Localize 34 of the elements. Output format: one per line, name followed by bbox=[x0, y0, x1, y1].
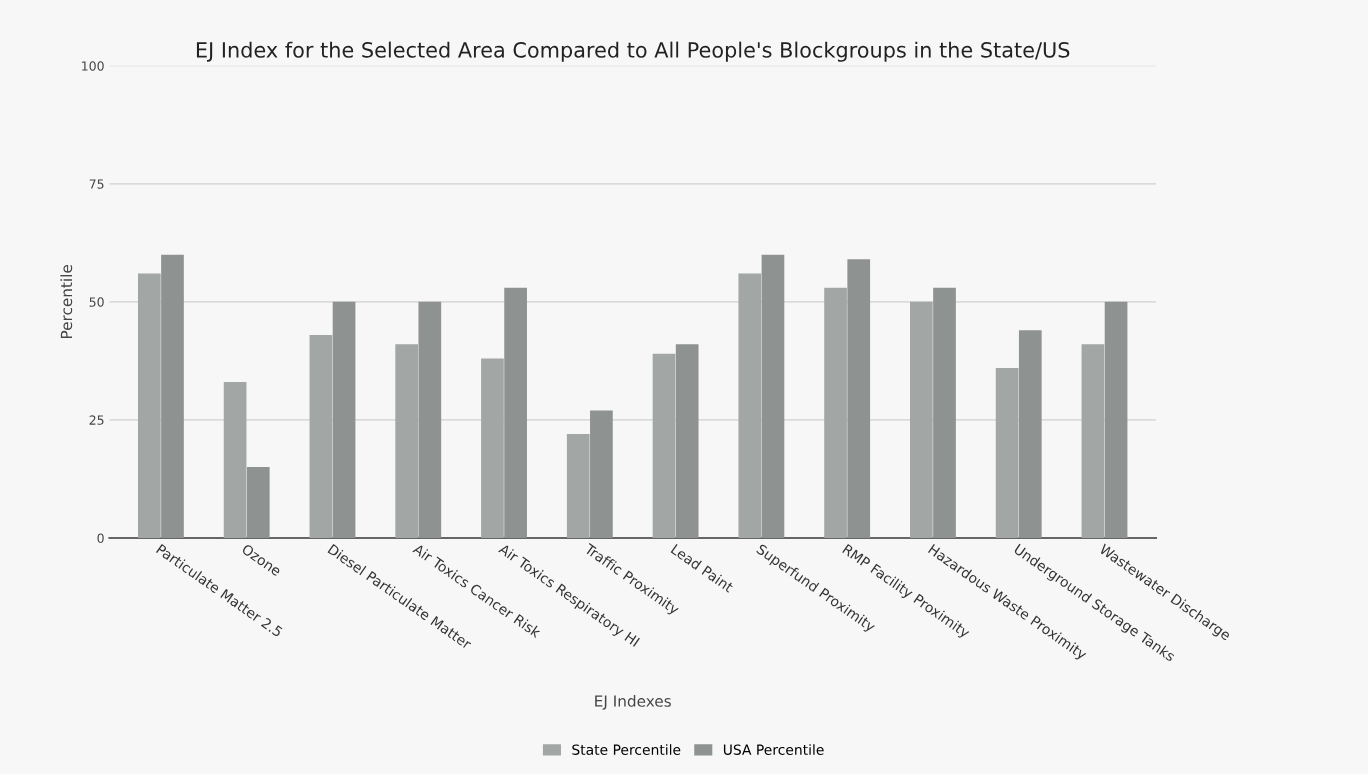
bar bbox=[590, 410, 613, 538]
y-tick-label: 25 bbox=[89, 415, 104, 425]
bar bbox=[223, 382, 247, 538]
bar bbox=[675, 344, 699, 538]
y-tick-label: 0 bbox=[97, 533, 104, 543]
bar bbox=[995, 367, 1019, 538]
bar bbox=[824, 287, 847, 538]
y-tick-label: 75 bbox=[89, 179, 104, 189]
bar bbox=[566, 434, 590, 538]
bar bbox=[761, 254, 785, 538]
y-axis-title: Percentile bbox=[60, 264, 73, 339]
legend-label: USA Percentile bbox=[723, 744, 824, 755]
x-axis-title: EJ Indexes bbox=[595, 694, 671, 710]
bar bbox=[1104, 301, 1128, 538]
bar bbox=[1081, 344, 1105, 538]
bar bbox=[246, 467, 270, 538]
bar bbox=[652, 353, 676, 538]
bar bbox=[738, 273, 762, 538]
chart-title: EJ Index for the Selected Area Compared to All People's Blockgroups in the State/US bbox=[196, 41, 1070, 62]
y-tick-label: 50 bbox=[89, 297, 104, 307]
bar bbox=[933, 287, 956, 538]
bar bbox=[137, 273, 161, 538]
bar bbox=[1018, 330, 1042, 538]
bar bbox=[395, 344, 419, 538]
bar bbox=[309, 334, 333, 538]
legend-label: State Percentile bbox=[572, 744, 681, 755]
y-tick-label: 100 bbox=[82, 61, 104, 71]
bar bbox=[481, 358, 504, 538]
bar bbox=[504, 287, 527, 538]
bar bbox=[910, 301, 933, 538]
bar bbox=[161, 254, 184, 538]
bar bbox=[847, 259, 871, 538]
bar bbox=[418, 301, 442, 538]
bar bbox=[332, 301, 356, 538]
